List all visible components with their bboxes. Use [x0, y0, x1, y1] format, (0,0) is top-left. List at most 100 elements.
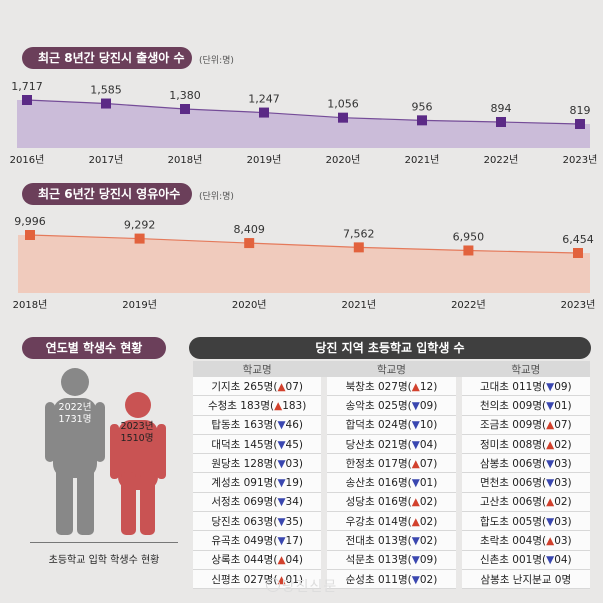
school-cell: 탑동초 163명(▼46) — [193, 415, 322, 435]
school-name: 서정초 069명 — [211, 496, 274, 509]
data-point — [244, 238, 255, 249]
school-name: 석문초 013명 — [345, 554, 408, 567]
school-name: 유곡초 049명 — [211, 535, 274, 548]
data-label: 6,454 — [562, 233, 594, 246]
up-arrow-icon: ▲ — [546, 438, 555, 451]
data-label: 1,380 — [169, 89, 201, 102]
up-arrow-icon: ▲ — [546, 535, 555, 548]
x-tick-label: 2022년 — [484, 154, 519, 166]
decrease-change: (▼01) — [407, 477, 438, 490]
school-name: 한정초 017명 — [345, 457, 408, 470]
down-arrow-icon: ▼ — [277, 438, 286, 451]
decrease-change: (▼04) — [542, 554, 572, 567]
school-name: 조금초 009명 — [479, 419, 542, 432]
school-name: 북창초 027명 — [345, 380, 408, 393]
school-cell: 수청초 183명(▲183) — [193, 395, 322, 416]
data-label: 1,717 — [11, 80, 43, 93]
school-cell: 대덕초 145명(▼45) — [193, 434, 322, 455]
school-cell: 우강초 014명(▲02) — [327, 511, 456, 532]
decrease-change: (▼17) — [273, 535, 303, 548]
school-cell: 합도초 005명(▼03) — [461, 511, 590, 532]
decrease-change: (▼35) — [273, 515, 303, 528]
down-arrow-icon: ▼ — [411, 419, 420, 432]
school-cell: 유곡초 049명(▼17) — [193, 530, 322, 551]
person-label-2023: 2023년 1510명 — [120, 421, 154, 444]
school-cell: 한정초 017명(▲07) — [327, 453, 456, 474]
down-arrow-icon: ▼ — [277, 535, 286, 548]
school-name: 기지초 265명 — [211, 380, 274, 393]
brand-name: 당진신문 — [281, 579, 338, 595]
x-tick-label: 2020년 — [326, 154, 361, 166]
column-header: 학교명 — [193, 361, 322, 377]
data-label: 1,056 — [327, 98, 359, 111]
down-arrow-icon: ▼ — [277, 496, 286, 509]
table-row: 유곡초 049명(▼17) 전대초 013명(▼02) 초락초 004명(▲03) — [193, 530, 590, 551]
table-row: 기지초 265명(▲07) 북창초 027명(▲12) 고대초 011명(▼09) — [193, 377, 590, 397]
table-row: 신평초 027명(▲01) 순성초 011명(▼02) 삼봉초 난지분교 0명 — [193, 569, 590, 590]
table-row: 상록초 044명(▲04) 석문초 013명(▼09) 신촌초 001명(▼04) — [193, 550, 590, 570]
school-name: 원당초 128명 — [211, 457, 274, 470]
school-name: 신평초 027명 — [211, 573, 274, 586]
data-label: 9,292 — [124, 219, 156, 232]
table-header-row: 학교명 학교명 학교명 — [193, 361, 590, 377]
table-row: 당진초 063명(▼35) 우강초 014명(▲02) 합도초 005명(▼03) — [193, 511, 590, 532]
school-cell: 합덕초 024명(▼10) — [327, 415, 456, 435]
decrease-change: (▼02) — [407, 535, 438, 548]
x-tick-label: 2023년 — [561, 299, 596, 311]
down-arrow-icon: ▼ — [546, 380, 555, 393]
person-2023 — [110, 392, 166, 535]
data-point — [134, 233, 145, 244]
school-name: 계성초 091명 — [211, 477, 274, 490]
data-point — [417, 115, 427, 126]
school-cell: 정미초 008명(▲02) — [461, 434, 590, 455]
column-gap — [455, 361, 462, 377]
down-arrow-icon: ▼ — [411, 573, 420, 586]
data-point — [573, 248, 583, 258]
school-cell: 계성초 091명(▼19) — [193, 472, 322, 493]
data-point — [463, 245, 474, 256]
school-cell: 석문초 013명(▼09) — [327, 550, 456, 570]
down-arrow-icon: ▼ — [411, 535, 420, 548]
table-row: 수청초 183명(▲183) 송악초 025명(▼09) 천의초 009명(▼01) — [193, 395, 590, 416]
increase-change: (▲12) — [407, 380, 438, 393]
decrease-change: (▼03) — [273, 457, 303, 470]
decrease-change: (▼10) — [407, 419, 438, 432]
decrease-change: (▼46) — [273, 419, 303, 432]
school-name: 송산초 016명 — [345, 477, 408, 490]
up-arrow-icon: ▲ — [274, 399, 283, 412]
table-row: 원당초 128명(▼03) 한정초 017명(▲07) 삼봉초 006명(▼03) — [193, 453, 590, 474]
school-cell: 북창초 027명(▲12) — [327, 377, 456, 397]
school-cell: 면천초 006명(▼03) — [461, 472, 590, 493]
infants-chart-title: 최근 6년간 당진시 영유아수 — [22, 183, 192, 205]
down-arrow-icon: ▼ — [546, 477, 555, 490]
decrease-change: (▼09) — [542, 380, 572, 393]
data-label: 1,247 — [248, 93, 280, 106]
school-name: 대덕초 145명 — [211, 438, 274, 451]
x-tick-label: 2021년 — [341, 299, 376, 311]
x-tick-label: 2019년 — [122, 299, 157, 311]
decrease-change: (▼01) — [542, 399, 572, 412]
increase-change: (▲02) — [542, 496, 572, 509]
up-arrow-icon: ▲ — [411, 515, 420, 528]
school-name: 삼봉초 난지분교 0명 — [480, 573, 572, 586]
x-tick-label: 2018년 — [13, 299, 48, 311]
decrease-change: (▼03) — [542, 515, 572, 528]
data-label: 894 — [491, 102, 512, 115]
births-chart-unit: (단위:명) — [199, 56, 234, 66]
up-arrow-icon: ▲ — [277, 380, 286, 393]
column-gap — [321, 361, 328, 377]
table-row: 서정초 069명(▼34) 성당초 016명(▲02) 고산초 006명(▲02) — [193, 492, 590, 513]
students-chart-caption: 초등학교 입학 학생수 현황 — [30, 542, 178, 566]
down-arrow-icon: ▼ — [277, 419, 286, 432]
school-name: 상록초 044명 — [211, 554, 274, 567]
students-chart-title: 연도별 학생수 현황 — [22, 337, 166, 359]
school-cell: 당산초 021명(▼04) — [327, 434, 456, 455]
data-point — [25, 230, 35, 240]
up-arrow-icon: ▲ — [277, 573, 286, 586]
table-title: 당진 지역 초등학교 입학생 수 — [189, 337, 591, 359]
x-tick-label: 2023년 — [563, 154, 598, 166]
school-name: 수청초 183명 — [207, 399, 270, 412]
brand-logo-icon — [265, 578, 280, 592]
increase-change: (▲07) — [273, 380, 303, 393]
down-arrow-icon: ▼ — [546, 457, 555, 470]
